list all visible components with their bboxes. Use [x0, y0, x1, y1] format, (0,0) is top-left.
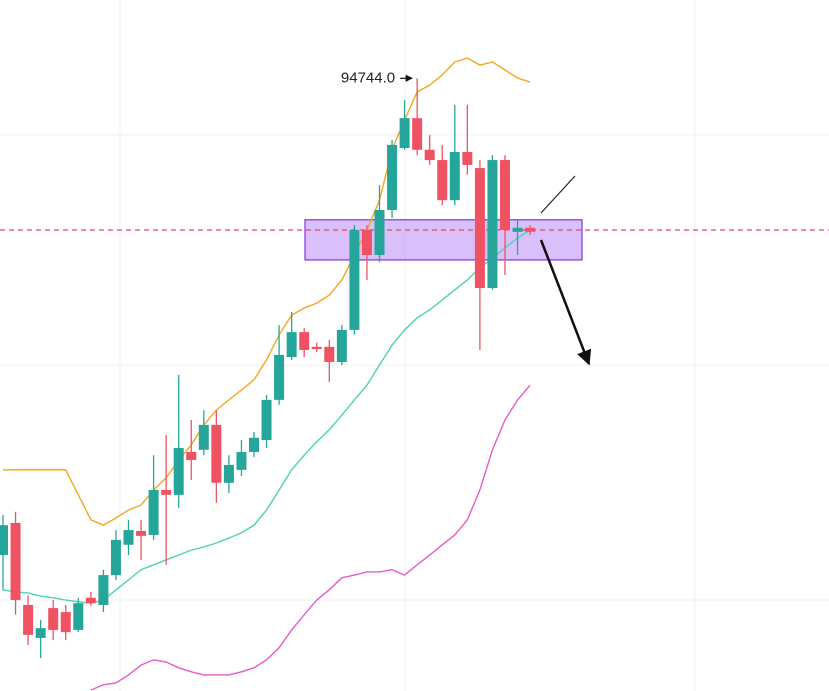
candle-body [437, 160, 448, 201]
candle-body [500, 160, 510, 231]
candle-body [487, 160, 498, 288]
candle-body [286, 332, 297, 358]
candle-body [98, 575, 109, 605]
price-annotation: 94744.0 [341, 69, 395, 86]
candle-body [173, 448, 184, 495]
indicator-line [3, 57, 531, 526]
candle-body [449, 152, 460, 201]
candle-body [123, 530, 134, 545]
trend-arrow [539, 239, 592, 366]
candle-body [299, 332, 310, 350]
candle-body [249, 437, 259, 453]
candle-body [186, 452, 197, 461]
candle-body [73, 603, 84, 630]
plot: 94744.0 [0, 57, 829, 691]
candle-body [311, 346, 322, 350]
candle-body [324, 346, 335, 362]
candle-body [387, 144, 398, 210]
candle-body [525, 227, 536, 232]
candle-body [85, 597, 96, 604]
candle-body [48, 608, 59, 630]
candle-body [223, 464, 234, 483]
candle-body [23, 604, 34, 635]
candle-body [474, 168, 485, 288]
candle-body [10, 522, 21, 601]
candle-body [110, 539, 121, 576]
candle-body [399, 118, 410, 149]
candle-body [60, 612, 71, 633]
candle-body [374, 209, 385, 256]
drawings [539, 175, 592, 366]
candle-body [424, 149, 435, 161]
candle-body [412, 118, 423, 150]
candle-body [211, 424, 222, 483]
candle-body [512, 227, 523, 232]
candle-body [274, 354, 285, 400]
candle-body [261, 399, 272, 441]
candle-body [0, 525, 8, 556]
candle-body [336, 329, 347, 362]
candle-body [349, 230, 360, 330]
candle-body [198, 424, 209, 450]
candle-body [35, 628, 46, 638]
candle-body [136, 530, 147, 536]
indicator-line [90, 384, 531, 691]
zone-box [304, 219, 583, 261]
candle-body [161, 489, 172, 495]
candle-body [361, 230, 372, 256]
candle-body [236, 452, 247, 470]
trend-arrow [540, 175, 576, 214]
candle-body [462, 152, 473, 165]
candle-body [148, 489, 159, 535]
